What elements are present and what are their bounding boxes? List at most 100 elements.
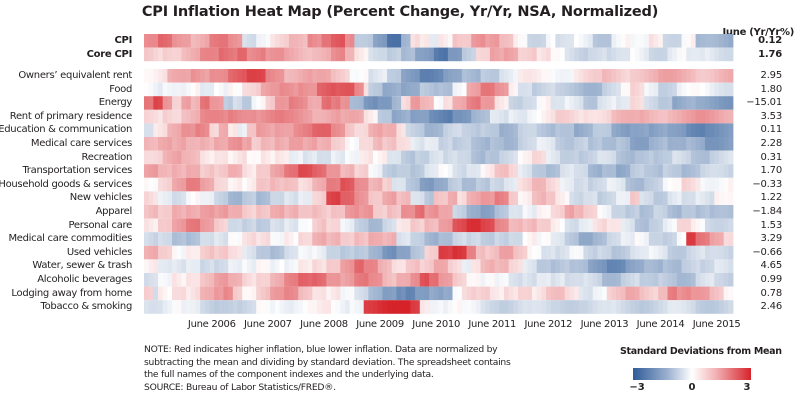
heatmap-cell xyxy=(531,191,538,205)
heatmap-cell xyxy=(443,259,449,273)
heatmap-cell xyxy=(377,69,383,83)
heatmap-cell xyxy=(531,177,538,192)
heatmap-cell xyxy=(181,34,187,48)
legend-tick-max: 3 xyxy=(743,382,751,393)
heatmap-cell xyxy=(672,218,678,233)
heatmap-cell xyxy=(396,34,402,48)
heatmap-cell xyxy=(555,259,561,273)
heatmap-cell xyxy=(517,205,524,219)
heatmap-cell xyxy=(606,34,612,48)
heatmap-cell xyxy=(489,259,495,273)
heatmap-cell xyxy=(260,218,266,233)
heatmap-row-recreation xyxy=(144,150,734,165)
heatmap-cell xyxy=(176,34,182,48)
heatmap-cell xyxy=(695,69,701,83)
heatmap-cell xyxy=(228,218,234,233)
heatmap-cell xyxy=(237,34,243,48)
heatmap-cell xyxy=(209,191,215,205)
heatmap-cell xyxy=(232,150,238,165)
heatmap-cell xyxy=(522,245,528,260)
heatmap-cell xyxy=(279,109,285,124)
heatmap-cell xyxy=(616,177,622,192)
heatmap-cell xyxy=(494,69,500,83)
heatmap-row-food xyxy=(144,82,734,97)
heatmap-cell xyxy=(363,82,369,97)
heatmap-cell xyxy=(373,300,379,314)
heatmap-cell xyxy=(373,123,379,137)
heatmap-cell xyxy=(616,286,622,301)
heatmap-cell xyxy=(672,259,678,273)
heatmap-cell xyxy=(242,177,248,192)
heatmap-cell xyxy=(158,232,164,246)
heatmap-cell xyxy=(438,177,444,192)
heatmap-cell xyxy=(359,259,365,273)
heatmap-cell xyxy=(153,150,159,165)
heatmap-cell xyxy=(602,259,608,273)
heatmap-cell xyxy=(475,47,481,62)
heatmap-cell xyxy=(279,177,285,192)
heatmap-cell xyxy=(158,259,164,273)
heatmap-cell xyxy=(681,109,687,124)
heatmap-cell xyxy=(578,82,584,97)
heatmap-cell xyxy=(522,300,528,314)
heatmap-cell xyxy=(588,69,594,83)
row-june-value: −15.01 xyxy=(746,97,782,109)
heatmap-cell xyxy=(644,273,650,287)
heatmap-cell xyxy=(634,150,640,165)
heatmap-cell xyxy=(424,273,430,287)
heatmap-cell xyxy=(541,218,547,233)
heatmap-cell xyxy=(181,300,187,314)
heatmap-cell xyxy=(564,109,570,124)
heatmap-cell xyxy=(190,232,196,246)
heatmap-cell xyxy=(415,34,421,48)
heatmap-cell xyxy=(527,273,533,287)
heatmap-cell xyxy=(480,164,486,178)
heatmap-cell xyxy=(209,150,215,165)
heatmap-cell xyxy=(228,164,234,178)
heatmap-cell xyxy=(246,273,252,287)
heatmap-cell xyxy=(359,177,365,192)
heatmap-cell xyxy=(602,245,608,260)
heatmap-cell xyxy=(658,286,664,301)
heatmap-cell xyxy=(592,232,598,246)
heatmap-cell xyxy=(340,109,346,124)
heatmap-cell xyxy=(634,69,640,83)
heatmap-cell xyxy=(461,259,467,273)
heatmap-cell xyxy=(634,191,640,205)
heatmap-cell xyxy=(695,232,701,246)
heatmap-cell xyxy=(536,205,542,219)
heatmap-cell xyxy=(401,177,407,192)
heatmap-cell xyxy=(676,273,682,287)
heatmap-cell xyxy=(723,245,729,260)
heatmap-cell xyxy=(326,300,332,314)
heatmap-cell xyxy=(555,109,561,124)
heatmap-cell xyxy=(475,96,481,110)
heatmap-cell xyxy=(391,191,397,205)
heatmap-cell xyxy=(387,123,393,137)
heatmap-cell xyxy=(620,245,626,260)
heatmap-cell xyxy=(298,259,304,273)
heatmap-cell xyxy=(625,150,631,165)
heatmap-cell xyxy=(686,82,692,97)
heatmap-cell xyxy=(634,96,640,110)
heatmap-cell xyxy=(639,300,645,314)
heatmap-cell xyxy=(672,286,678,301)
heatmap-cell xyxy=(648,273,654,287)
heatmap-cell xyxy=(480,218,486,233)
heatmap-cell xyxy=(728,205,734,219)
heatmap-cell xyxy=(274,273,280,287)
heatmap-cell xyxy=(148,82,154,97)
heatmap-cell xyxy=(307,286,313,301)
heatmap-cell xyxy=(517,69,524,83)
heatmap-cell xyxy=(153,137,159,151)
heatmap-cell xyxy=(728,286,734,301)
heatmap-cell xyxy=(574,150,580,165)
heatmap-cell xyxy=(396,259,402,273)
heatmap-cell xyxy=(639,164,645,178)
heatmap-cell xyxy=(274,191,280,205)
heatmap-cell xyxy=(466,109,472,124)
heatmap-cell xyxy=(546,205,552,219)
heatmap-cell xyxy=(307,218,313,233)
heatmap-cell xyxy=(265,232,271,246)
legend-title: Standard Deviations from Mean xyxy=(620,346,782,357)
